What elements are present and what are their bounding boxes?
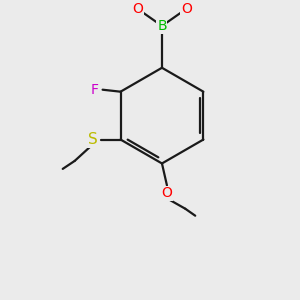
Text: O: O [132,2,143,16]
Text: B: B [157,19,167,33]
Text: O: O [181,2,192,16]
Text: S: S [88,132,98,147]
Text: O: O [161,186,172,200]
Text: F: F [91,83,99,97]
